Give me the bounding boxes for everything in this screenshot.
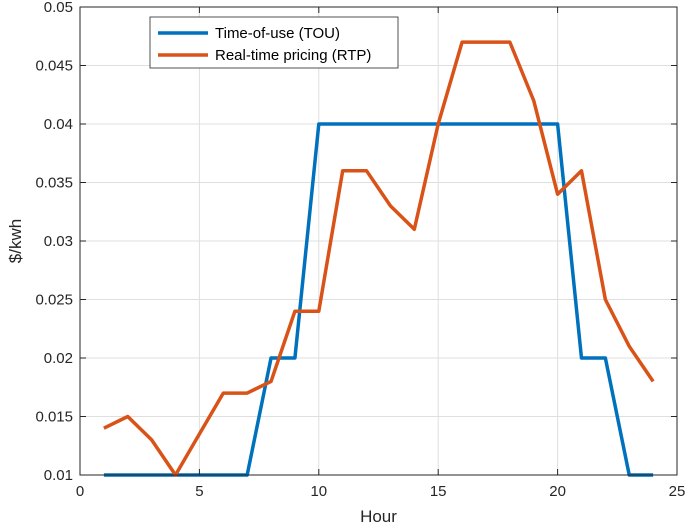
x-tick-label: 20 [549, 483, 566, 500]
x-tick-labels: 0 5 10 15 20 25 [76, 483, 685, 500]
legend-label-rtp: Real-time pricing (RTP) [215, 47, 371, 64]
y-tick-label: 0.04 [44, 116, 73, 133]
y-tick-label: 0.025 [35, 292, 73, 309]
y-tick-label: 0.02 [44, 350, 73, 367]
legend-label-tou: Time-of-use (TOU) [215, 25, 340, 42]
legend: Time-of-use (TOU) Real-time pricing (RTP… [149, 16, 399, 69]
x-axis-label: Hour [360, 507, 397, 526]
y-tick-label: 0.03 [44, 233, 73, 250]
y-tick-label: 0.05 [44, 0, 73, 16]
axis-ticks [79, 6, 678, 476]
y-tick-label: 0.015 [35, 409, 73, 426]
y-tick-label: 0.01 [44, 467, 73, 484]
x-tick-label: 0 [76, 483, 84, 500]
y-tick-label: 0.045 [35, 58, 73, 75]
x-tick-label: 5 [195, 483, 203, 500]
y-tick-label: 0.035 [35, 175, 73, 192]
legend-box [149, 16, 399, 69]
x-tick-label: 15 [430, 483, 447, 500]
y-tick-labels: 0.01 0.015 0.02 0.025 0.03 0.035 0.04 0.045 0.05 [35, 0, 73, 484]
rtp-series-line [103, 40, 655, 477]
y-axis-label: $/kwh [6, 219, 25, 263]
x-tick-label: 25 [669, 483, 685, 500]
x-tick-label: 10 [310, 483, 327, 500]
